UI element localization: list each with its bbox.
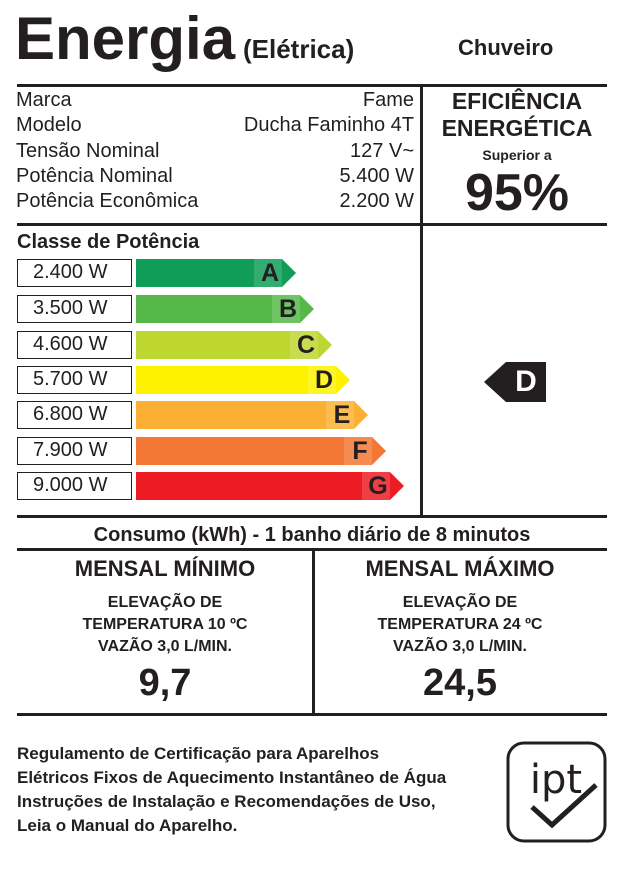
label-title: Energia bbox=[15, 5, 236, 72]
product-category: Chuveiro bbox=[458, 35, 554, 60]
spec-row-power: Potência Nominal 5.400 W bbox=[16, 164, 414, 189]
efficiency-value: 95% bbox=[464, 164, 570, 222]
spec-row-voltage: Tensão Nominal 127 V~ bbox=[16, 139, 414, 164]
power-class-value: 9.000 W bbox=[17, 472, 132, 500]
power-class-letter-box bbox=[254, 259, 282, 287]
spec-value: 127 V~ bbox=[350, 140, 414, 162]
power-class-value: 2.400 W bbox=[17, 259, 132, 287]
divider-vertical-bottom bbox=[312, 548, 315, 714]
power-class-bar-body bbox=[136, 295, 272, 323]
power-class-letter: F bbox=[352, 437, 368, 465]
spec-value: 2.200 W bbox=[339, 190, 414, 212]
power-class-letter: C bbox=[296, 331, 316, 359]
power-class-bar-body bbox=[136, 331, 290, 359]
power-class-letter: G bbox=[368, 472, 388, 500]
spec-label: Marca bbox=[16, 89, 72, 111]
spec-label: Tensão Nominal bbox=[16, 140, 160, 162]
max-line3: VAZÃO 3,0 L/MIN. bbox=[393, 638, 527, 655]
min-line1: ELEVAÇÃO DE bbox=[107, 594, 223, 611]
spec-label: Potência Nominal bbox=[16, 165, 173, 187]
rating-arrow-body bbox=[506, 362, 546, 402]
max-value: 24,5 bbox=[423, 662, 497, 704]
power-class-letter: E bbox=[333, 401, 351, 429]
power-class-letter: D bbox=[314, 366, 334, 394]
power-class-letter-box bbox=[362, 472, 390, 500]
ipt-logo-text: ipt bbox=[530, 757, 582, 803]
label-subtitle: (Elétrica) bbox=[243, 34, 355, 64]
spec-value: Fame bbox=[362, 89, 414, 111]
max-line1: ELEVAÇÃO DE bbox=[402, 594, 518, 611]
divider-footer bbox=[17, 713, 607, 716]
divider-classes bbox=[17, 515, 607, 518]
spec-row-model: Modelo Ducha Faminho 4T bbox=[16, 113, 414, 138]
efficiency-subtitle: Superior a bbox=[482, 147, 552, 163]
min-title: MENSAL MÍNIMO bbox=[74, 556, 256, 581]
max-title: MENSAL MÁXIMO bbox=[365, 556, 555, 581]
power-class-arrow-tip bbox=[390, 472, 404, 500]
spec-value: 5.400 W bbox=[339, 165, 414, 187]
min-value: 9,7 bbox=[138, 662, 192, 704]
power-class-letter-box bbox=[290, 331, 318, 359]
min-line3: VAZÃO 3,0 L/MIN. bbox=[98, 638, 232, 655]
spec-label: Modelo bbox=[16, 114, 82, 136]
power-class-letter: A bbox=[260, 259, 280, 287]
rating-indicator: D bbox=[484, 362, 546, 402]
power-class-bar-body bbox=[136, 437, 344, 465]
spec-row-brand: Marca Fame bbox=[16, 88, 414, 113]
power-class-arrow-tip bbox=[354, 401, 368, 429]
power-class-arrow-tip bbox=[372, 437, 386, 465]
spec-row-eco-power: Potência Econômica 2.200 W bbox=[16, 189, 414, 214]
ipt-logo-icon: ipt bbox=[506, 741, 607, 843]
power-class-bar-body bbox=[136, 401, 326, 429]
min-line2: TEMPERATURA 10 ºC bbox=[82, 616, 248, 633]
ipt-checkmark-icon bbox=[530, 783, 598, 829]
footer-line-4: Leia o Manual do Aparelho. bbox=[17, 816, 238, 835]
efficiency-title: EFICIÊNCIA ENERGÉTICA bbox=[425, 88, 609, 142]
efficiency-title-line1: EFICIÊNCIA bbox=[451, 88, 583, 114]
power-class-arrow-tip bbox=[282, 259, 296, 287]
footer-line-2: Elétricos Fixos de Aquecimento Instantân… bbox=[17, 768, 447, 787]
spec-label: Potência Econômica bbox=[16, 190, 199, 212]
power-class-value: 7.900 W bbox=[17, 437, 132, 465]
divider-vertical-top bbox=[420, 84, 423, 516]
rating-letter: D bbox=[515, 365, 537, 398]
power-class-value: 6.800 W bbox=[17, 401, 132, 429]
divider-specs bbox=[17, 223, 607, 226]
power-class-arrow-tip bbox=[300, 295, 314, 323]
power-class-bar-body bbox=[136, 366, 308, 394]
power-class-title: Classe de Potência bbox=[17, 231, 200, 253]
power-class-letter: B bbox=[278, 295, 298, 323]
footer-line-1: Regulamento de Certificação para Aparelh… bbox=[17, 744, 380, 763]
ipt-logo-svg: ipt bbox=[506, 741, 607, 843]
max-line2: TEMPERATURA 24 ºC bbox=[377, 616, 543, 633]
power-class-value: 5.700 W bbox=[17, 366, 132, 394]
power-class-letter-box bbox=[326, 401, 354, 429]
power-class-letter-box bbox=[272, 295, 300, 323]
spec-value: Ducha Faminho 4T bbox=[243, 114, 414, 136]
power-class-value: 3.500 W bbox=[17, 295, 132, 323]
power-class-arrow-tip bbox=[318, 331, 332, 359]
divider-header bbox=[17, 84, 607, 87]
ipt-logo-frame bbox=[506, 741, 607, 843]
power-class-letter-box bbox=[344, 437, 372, 465]
consumption-title: Consumo (kWh) - 1 banho diário de 8 minu… bbox=[93, 524, 531, 546]
power-class-value: 4.600 W bbox=[17, 331, 132, 359]
rating-arrow-tip bbox=[484, 362, 506, 402]
efficiency-title-line2: ENERGÉTICA bbox=[441, 115, 593, 141]
power-class-bar-body bbox=[136, 472, 362, 500]
power-class-arrow-tip bbox=[336, 366, 350, 394]
power-class-letter-box bbox=[308, 366, 336, 394]
footer-line-3: Instruções de Instalação e Recomendações… bbox=[17, 792, 436, 811]
power-class-bar-body bbox=[136, 259, 254, 287]
